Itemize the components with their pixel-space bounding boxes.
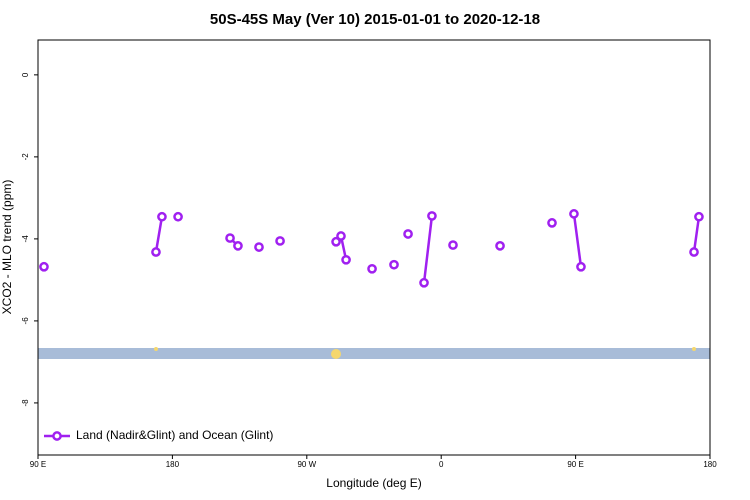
x-tick-label: 90 W bbox=[297, 460, 316, 469]
point bbox=[427, 211, 437, 221]
point bbox=[547, 218, 557, 228]
chart-title: 50S-45S May (Ver 10) 2015-01-01 to 2020-… bbox=[210, 11, 540, 28]
point bbox=[151, 247, 161, 257]
point bbox=[576, 261, 586, 272]
point bbox=[225, 233, 235, 243]
point bbox=[336, 231, 346, 241]
x-tick-label: 90 E bbox=[30, 460, 46, 469]
point bbox=[569, 209, 579, 219]
y-tick-label: -6 bbox=[21, 317, 30, 325]
plot-frame bbox=[37, 39, 711, 456]
point bbox=[389, 259, 399, 270]
point bbox=[448, 240, 458, 250]
point bbox=[275, 236, 285, 246]
point bbox=[367, 263, 377, 274]
point bbox=[173, 211, 183, 222]
point bbox=[419, 277, 429, 288]
point bbox=[403, 229, 413, 239]
glint-marker bbox=[331, 349, 341, 359]
point bbox=[694, 211, 704, 222]
y-tick-label: -8 bbox=[21, 399, 30, 407]
point bbox=[157, 211, 167, 222]
point bbox=[495, 241, 505, 251]
point bbox=[39, 261, 49, 272]
y-tick-label: -2 bbox=[21, 153, 30, 161]
point bbox=[331, 236, 341, 247]
legend-label: Land (Nadir&Glint) and Ocean (Glint) bbox=[76, 428, 273, 442]
x-tick-label: 180 bbox=[703, 460, 717, 469]
x-tick-label: 180 bbox=[166, 460, 180, 469]
y-tick-label: 0 bbox=[21, 72, 30, 77]
y-axis-label: XCO2 - MLO trend (ppm) bbox=[0, 180, 14, 315]
y-tick-label: -4 bbox=[21, 235, 30, 243]
x-tick-label: 90 E bbox=[567, 460, 583, 469]
point bbox=[233, 241, 243, 251]
x-axis-label: Longitude (deg E) bbox=[326, 476, 421, 490]
x-tick-label: 0 bbox=[439, 460, 444, 469]
ocean-band bbox=[38, 348, 710, 359]
point bbox=[254, 242, 264, 252]
legend-swatch bbox=[52, 431, 62, 441]
glint-marker bbox=[154, 347, 158, 351]
point bbox=[341, 254, 351, 265]
glint-marker bbox=[692, 347, 696, 351]
point bbox=[689, 247, 699, 257]
